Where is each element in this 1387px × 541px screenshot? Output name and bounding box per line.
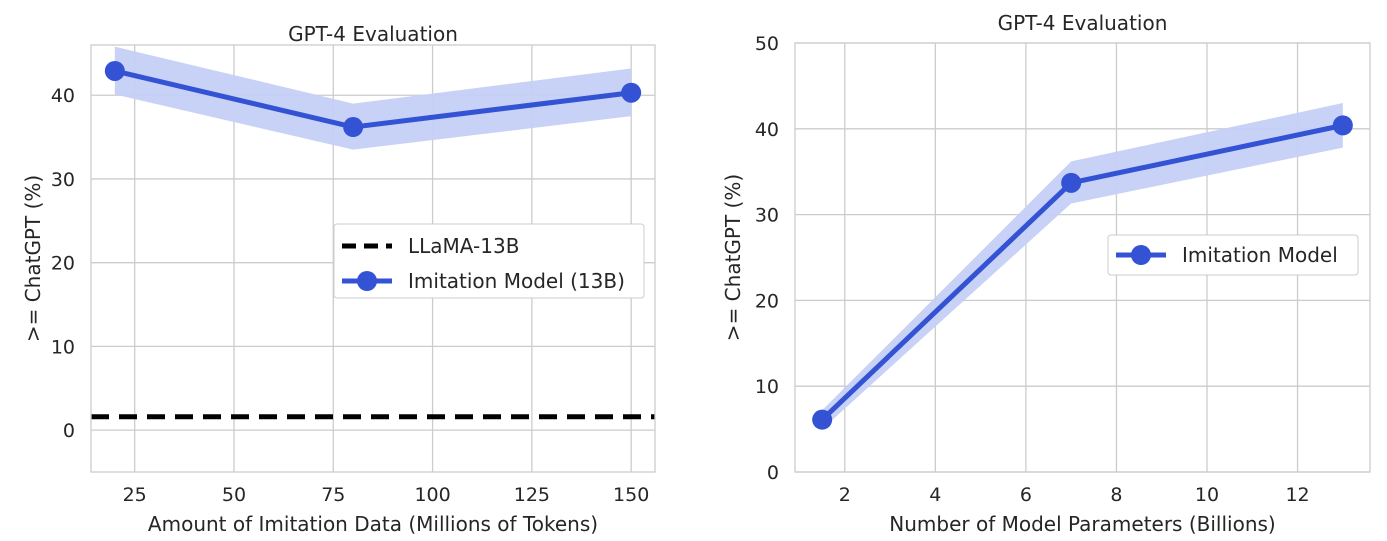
data-point-left [104,60,125,81]
y-tick-label-left: 0 [63,420,75,442]
data-points-left [104,60,642,138]
x-tick-label-right: 2 [839,484,851,506]
y-tick-label-right: 50 [755,33,779,55]
legend-right: Imitation Model [1107,234,1359,276]
y-axis-label-left: >= ChatGPT (%) [21,175,45,342]
plot-border-left [90,44,656,473]
y-tick-label-right: 0 [767,462,779,484]
tick-labels-right: 2 4 6 8 10 12 0 10 20 30 40 50 [755,33,1310,506]
data-point-right [1061,172,1082,193]
confidence-bands-left [114,46,632,150]
x-tick-label-left: 125 [514,484,550,506]
legend-label-llama-13b: LLaMA-13B [408,234,519,258]
y-tick-label-right: 10 [755,376,779,398]
legend-left: LLaMA-13B Imitation Model (13B) [333,223,645,299]
x-tick-label-right: 12 [1285,484,1309,506]
y-tick-label-left: 30 [51,169,75,191]
x-tick-label-right: 10 [1195,484,1219,506]
legend-label-imitation-model: Imitation Model [1182,243,1338,267]
legend-marker-imitation-model [1131,245,1151,265]
chart-title-left: GPT-4 Evaluation [288,22,458,46]
x-tick-label-left: 75 [321,484,345,506]
x-tick-label-left: 25 [123,484,147,506]
x-tick-label-right: 4 [929,484,941,506]
y-tick-label-right: 20 [755,290,779,312]
y-tick-label-right: 30 [755,205,779,227]
data-point-left [343,117,364,138]
y-tick-label-right: 40 [755,119,779,141]
chart-title-right: GPT-4 Evaluation [998,11,1168,35]
chart-left: 25 50 75 100 125 150 0 10 20 30 40 GPT-4 Evaluatio… [21,22,656,536]
data-point-right [812,409,833,430]
data-point-right [1332,115,1353,136]
y-tick-label-left: 40 [51,85,75,107]
y-tick-label-left: 20 [51,253,75,275]
y-axis-label-right: >= ChatGPT (%) [721,174,745,341]
x-tick-label-right: 8 [1110,484,1122,506]
plot-border-right [794,42,1371,473]
chart-right: 2 4 6 8 10 12 0 10 20 30 40 50 GPT-4 Evaluation Num… [721,11,1371,536]
data-point-left [621,82,642,103]
legend-marker-imitation-model-13b [357,271,377,291]
x-axis-label-left: Amount of Imitation Data (Millions of To… [148,512,598,536]
data-points-right [812,115,1353,430]
y-tick-label-left: 10 [51,336,75,358]
tick-labels-left: 25 50 75 100 125 150 0 10 20 30 40 [51,85,649,506]
x-tick-label-right: 6 [1020,484,1032,506]
confidence-band-left [114,46,632,150]
x-tick-label-left: 50 [222,484,246,506]
legend-box-right [1107,234,1359,276]
x-tick-label-left: 100 [414,484,450,506]
x-tick-label-left: 150 [613,484,649,506]
legend-label-imitation-model-13b: Imitation Model (13B) [408,269,625,293]
x-axis-label-right: Number of Model Parameters (Billions) [889,512,1275,536]
legend-box-left [333,223,645,299]
